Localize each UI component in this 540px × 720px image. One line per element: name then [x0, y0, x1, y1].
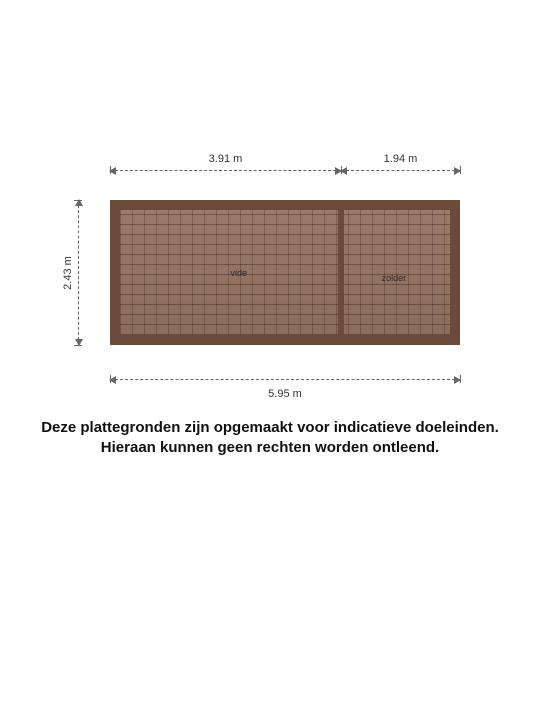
- room-label-vide: vide: [231, 268, 248, 278]
- dimension-top-2-label: 1.94 m: [384, 153, 418, 165]
- dimension-left-label: 2.43 m: [62, 256, 74, 290]
- dim-tick-left-bottom: [74, 345, 82, 346]
- dim-tick-top-end: [460, 166, 461, 174]
- disclaimer-text: Deze plattegronden zijn opgemaakt voor i…: [0, 418, 540, 459]
- dimension-top-1-label: 3.91 m: [209, 153, 243, 165]
- dim-tick-left-top: [74, 200, 82, 201]
- dimension-top-1: 3.91 m: [110, 170, 341, 171]
- dimension-bottom: 5.95 m: [110, 379, 460, 380]
- dimension-top-2: 1.94 m: [341, 170, 460, 171]
- dimension-bottom-label: 5.95 m: [268, 388, 302, 400]
- room-label-zolder: zolder: [382, 273, 407, 283]
- dim-tick-bottom-end: [460, 375, 461, 383]
- roof-outline: vide zolder: [110, 200, 460, 345]
- disclaimer-line2: Hieraan kunnen geen rechten worden ontle…: [101, 439, 439, 456]
- floorplan-canvas: vide zolder: [110, 200, 460, 345]
- roof-divider: [338, 210, 344, 335]
- disclaimer-line1: Deze plattegronden zijn opgemaakt voor i…: [41, 419, 499, 436]
- dim-tick-bottom-start: [110, 375, 111, 383]
- dimension-left: 2.43 m: [78, 200, 79, 345]
- dim-tick-top-start: [110, 166, 111, 174]
